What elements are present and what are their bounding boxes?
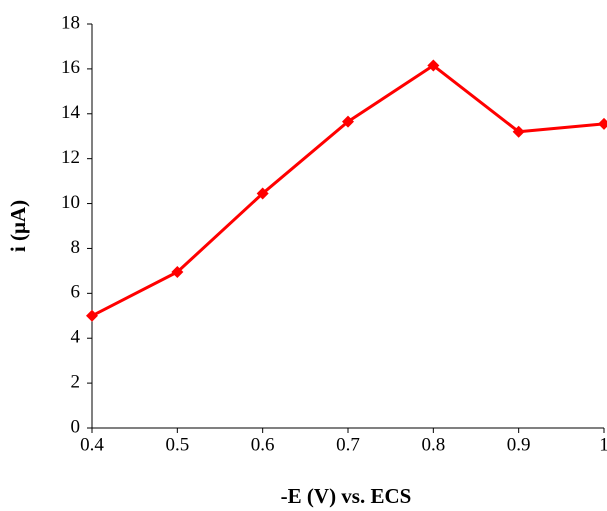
data-point	[512, 125, 525, 138]
x-tick-label: 0.9	[507, 434, 531, 455]
y-tick-label: 10	[61, 192, 80, 213]
data-point	[256, 187, 269, 200]
y-tick-label: 12	[61, 147, 80, 168]
data-point	[171, 266, 184, 279]
y-tick-label: 2	[71, 371, 81, 392]
y-axis-title: i (μA)	[6, 200, 30, 252]
x-tick-label: 0.4	[80, 434, 104, 455]
data-point	[427, 59, 440, 72]
y-tick-label: 6	[71, 282, 81, 303]
y-tick-label: 14	[61, 102, 81, 123]
y-tick-label: 16	[61, 57, 80, 78]
x-tick-label: 0.6	[251, 434, 275, 455]
y-tick-label: 18	[61, 12, 80, 33]
x-tick-label: 0.7	[336, 434, 360, 455]
data-point	[342, 115, 354, 128]
data-point	[86, 309, 98, 322]
data-point	[598, 117, 607, 130]
x-axis-title: -E (V) vs. ECS	[281, 484, 412, 508]
y-tick-label: 8	[71, 237, 81, 258]
x-tick-label: 0.5	[165, 434, 189, 455]
y-tick-label: 4	[71, 327, 81, 348]
x-tick-label: 0.8	[421, 434, 445, 455]
y-tick-label: 0	[71, 416, 81, 437]
x-tick-label: 1	[599, 434, 607, 455]
data-line	[91, 64, 605, 318]
